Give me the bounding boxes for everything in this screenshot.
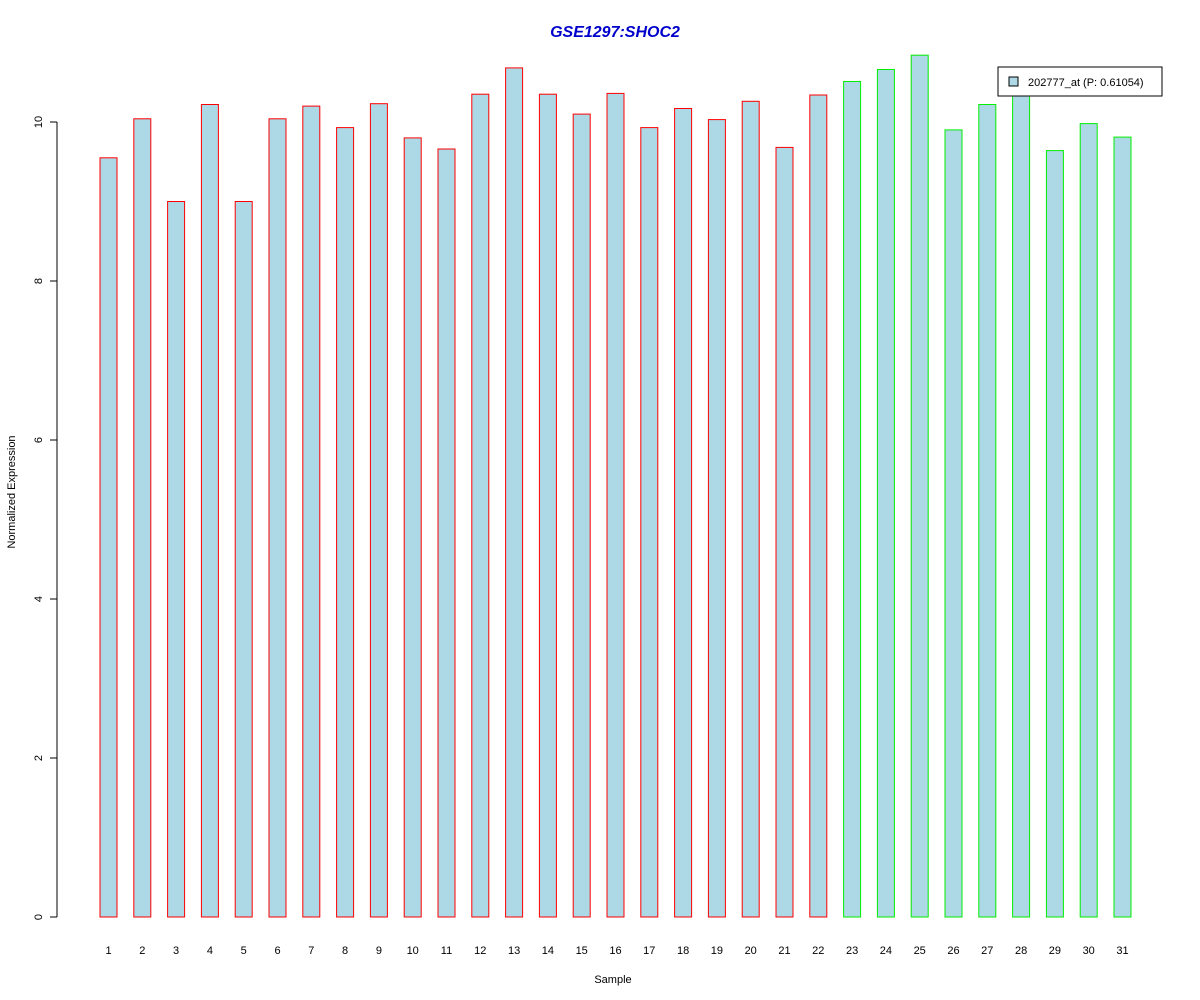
x-tick-labels: 1 2 3 4 5 6 7 8 9 10 11 12 13 14 15 16 17 18 19 20 21 22 23 24 2… xyxy=(105,945,1128,957)
x-tick-label: 6 xyxy=(274,945,280,957)
bar-sample-27 xyxy=(978,104,997,918)
x-tick-label: 5 xyxy=(241,945,247,957)
bar-sample-7 xyxy=(302,105,321,918)
y-tick-label: 2 xyxy=(33,755,45,761)
bar-sample-24 xyxy=(876,69,895,918)
bar-sample-25 xyxy=(910,54,929,918)
bar-sample-13 xyxy=(505,67,524,918)
y-axis-label: Normalized Expression xyxy=(6,435,18,548)
bar-sample-20 xyxy=(741,100,760,918)
bar-sample-10 xyxy=(403,137,422,918)
x-tick-label: 2 xyxy=(139,945,145,957)
bar-sample-9 xyxy=(369,103,388,918)
bar-sample-3 xyxy=(167,201,186,918)
bar-sample-26 xyxy=(944,129,963,918)
x-axis-label: Sample xyxy=(594,974,631,986)
bar-sample-29 xyxy=(1045,150,1064,918)
legend-swatch xyxy=(1008,76,1019,87)
x-tick-label: 25 xyxy=(914,945,926,957)
x-tick-label: 26 xyxy=(947,945,959,957)
x-tick-label: 30 xyxy=(1083,945,1095,957)
x-tick-label: 16 xyxy=(609,945,621,957)
x-tick-label: 22 xyxy=(812,945,824,957)
x-tick-label: 7 xyxy=(308,945,314,957)
x-tick-label: 15 xyxy=(576,945,588,957)
bar-sample-31 xyxy=(1113,136,1132,918)
x-tick-label: 31 xyxy=(1116,945,1128,957)
bar-sample-21 xyxy=(775,146,794,918)
x-tick-label: 20 xyxy=(745,945,757,957)
bar-sample-11 xyxy=(437,148,456,918)
bar-sample-6 xyxy=(268,118,287,918)
bar-sample-19 xyxy=(707,119,726,918)
x-tick-label: 1 xyxy=(105,945,111,957)
x-tick-label: 29 xyxy=(1049,945,1061,957)
x-tick-label: 23 xyxy=(846,945,858,957)
y-tick-label: 10 xyxy=(33,116,45,128)
x-tick-label: 3 xyxy=(173,945,179,957)
bar-sample-16 xyxy=(606,92,625,918)
bar-sample-1 xyxy=(99,157,118,918)
x-tick-label: 18 xyxy=(677,945,689,957)
bar-sample-22 xyxy=(809,94,828,918)
legend-box xyxy=(997,66,1163,97)
y-tick-label: 0 xyxy=(33,914,45,920)
y-axis: 0 2 4 6 8 10 xyxy=(33,116,58,920)
bar-sample-15 xyxy=(572,113,591,918)
y-tick-label: 6 xyxy=(33,437,45,443)
bar-sample-17 xyxy=(640,127,659,918)
bar-sample-14 xyxy=(538,93,557,918)
x-tick-label: 14 xyxy=(542,945,554,957)
y-tick-label: 8 xyxy=(33,278,45,284)
x-tick-label: 24 xyxy=(880,945,892,957)
legend-label: 202777_at (P: 0.61054) xyxy=(1028,77,1144,89)
x-tick-label: 8 xyxy=(342,945,348,957)
x-tick-label: 19 xyxy=(711,945,723,957)
x-tick-label: 21 xyxy=(778,945,790,957)
x-tick-label: 9 xyxy=(376,945,382,957)
bar-sample-23 xyxy=(843,81,862,918)
chart-title: GSE1297:SHOC2 xyxy=(550,24,680,41)
bar-sample-8 xyxy=(336,127,355,918)
x-tick-label: 13 xyxy=(508,945,520,957)
x-tick-label: 28 xyxy=(1015,945,1027,957)
x-tick-label: 11 xyxy=(441,945,452,957)
legend: 202777_at (P: 0.61054) xyxy=(997,66,1163,97)
x-tick-label: 4 xyxy=(207,945,213,957)
x-tick-label: 17 xyxy=(643,945,655,957)
bar-sample-12 xyxy=(471,93,490,918)
x-tick-label: 27 xyxy=(981,945,993,957)
y-tick-label: 4 xyxy=(33,596,45,602)
x-tick-label: 12 xyxy=(474,945,486,957)
bar-sample-4 xyxy=(200,104,219,918)
bar-sample-2 xyxy=(133,118,152,918)
bar-sample-18 xyxy=(674,108,693,918)
bar-sample-30 xyxy=(1079,123,1098,918)
x-tick-label: 10 xyxy=(407,945,419,957)
bar-sample-5 xyxy=(234,201,253,918)
bar-sample-28 xyxy=(1012,90,1031,918)
bars-group xyxy=(99,54,1132,918)
